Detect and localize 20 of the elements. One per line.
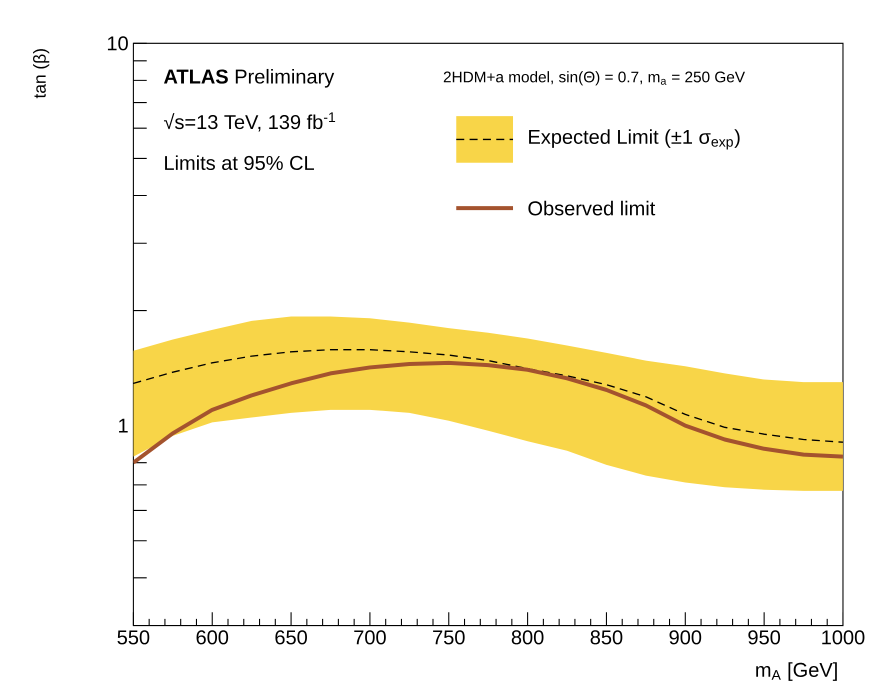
x-tick-label: 600 — [196, 630, 228, 644]
annotation: ATLAS Preliminary — [164, 69, 334, 88]
x-tick-label: 1000 — [822, 630, 864, 644]
y-tick-label: 10 — [108, 36, 128, 50]
x-tick-label: 900 — [670, 630, 702, 644]
x-tick-label: 750 — [433, 630, 465, 644]
annotation: 2HDM+a model, sin(Θ) = 0.7, m$_{a}$ = 250 GeV — [444, 71, 745, 86]
legend-label: Expected Limit (±1 σ$_{exp}$) — [529, 129, 740, 150]
annotation: Limits at 95% CL — [165, 155, 314, 170]
y-axis-title: tan (β) — [33, 49, 50, 98]
y-tick-label: 1 — [119, 418, 128, 433]
legend-label: Observed limit — [528, 200, 656, 216]
x-axis-title: m$_{A}$ [GeV] — [756, 662, 837, 681]
x-tick-label: 950 — [748, 630, 780, 644]
x-tick-label: 800 — [512, 630, 544, 644]
x-tick-label: 850 — [590, 630, 622, 644]
x-tick-label: 700 — [354, 630, 386, 644]
x-tick-label: 650 — [275, 630, 307, 644]
annotation: √s=13 TeV, 139 fb$^{-1}$ — [164, 112, 336, 132]
x-tick-label: 550 — [117, 630, 150, 644]
